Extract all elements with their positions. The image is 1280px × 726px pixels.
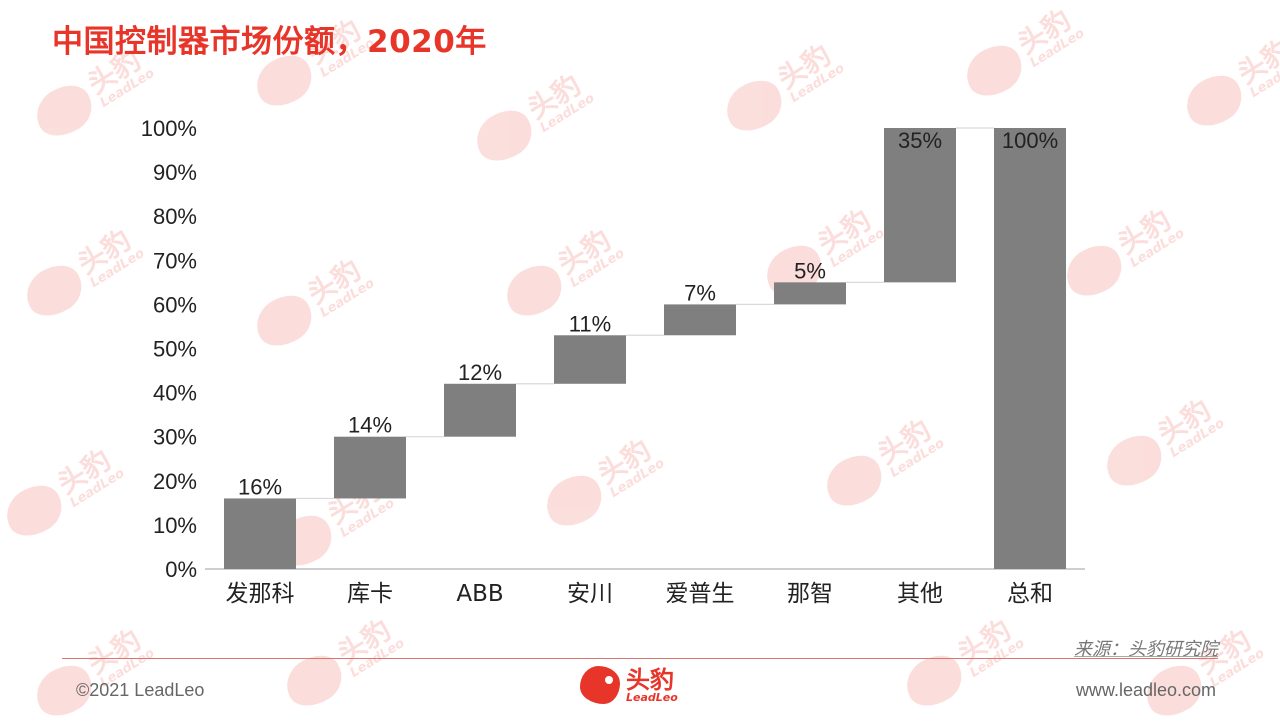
bar <box>884 128 956 283</box>
y-tick-label: 0% <box>165 557 197 582</box>
leadleo-logo: 头豹 LeadLeo <box>580 666 678 704</box>
data-label: 35% <box>898 128 942 153</box>
waterfall-chart: 0% 10% 20% 30% 40% 50% 60% 70% 80% 90% 100% 16% 发那科 1… <box>141 116 1085 607</box>
logo-text-cn: 头豹 <box>626 665 674 694</box>
bar <box>334 436 406 499</box>
bar <box>774 282 846 305</box>
leopard-icon <box>580 666 620 704</box>
y-tick-label: 10% <box>153 513 197 538</box>
y-tick-label: 30% <box>153 425 197 450</box>
x-category-label: 爱普生 <box>666 581 735 607</box>
bar <box>994 128 1066 569</box>
y-tick-label: 50% <box>153 337 197 362</box>
x-category-label: 总和 <box>1007 581 1053 607</box>
y-tick-label: 70% <box>153 248 197 273</box>
y-tick-label: 100% <box>141 116 197 141</box>
y-tick-label: 60% <box>153 292 197 317</box>
data-label: 11% <box>569 311 611 336</box>
page-title: 中国控制器市场份额，2020年 <box>52 24 487 60</box>
copyright-text: ©2021 LeadLeo <box>76 680 205 700</box>
x-category-label: 那智 <box>787 581 833 607</box>
data-label: 16% <box>238 474 282 499</box>
data-label: 14% <box>348 413 392 438</box>
footer-divider <box>62 658 1218 659</box>
leopard-watermark-icon <box>897 645 971 716</box>
x-category-label: 其他 <box>897 581 943 607</box>
x-category-label: 库卡 <box>347 581 393 607</box>
website-link[interactable]: www.leadleo.com <box>1075 680 1216 700</box>
y-tick-label: 90% <box>153 160 197 185</box>
y-tick-label: 40% <box>153 381 197 406</box>
bar <box>554 335 626 384</box>
source-note: 来源：头豹研究院 <box>1074 639 1218 660</box>
y-tick-label: 80% <box>153 204 197 229</box>
data-label: 5% <box>794 258 826 283</box>
data-label: 100% <box>1002 128 1058 153</box>
data-label: 12% <box>458 360 502 385</box>
leopard-watermark-icon <box>277 645 351 716</box>
y-tick-label: 20% <box>153 469 197 494</box>
x-category-label: 发那科 <box>226 581 295 607</box>
x-category-label: 安川 <box>567 581 613 607</box>
logo-text-en: LeadLeo <box>626 690 678 704</box>
data-label: 7% <box>684 280 716 305</box>
x-category-label: ABB <box>456 581 503 607</box>
bar <box>664 304 736 336</box>
bar <box>444 383 516 437</box>
bar <box>224 498 296 569</box>
